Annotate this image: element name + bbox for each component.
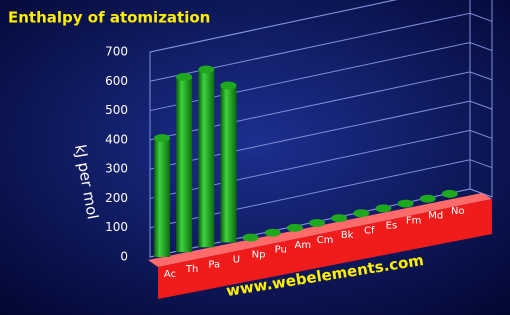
bar xyxy=(176,73,193,253)
x-tick-label: Md xyxy=(428,211,443,222)
grid-line xyxy=(149,0,398,53)
bar-top xyxy=(286,223,303,232)
bar-top xyxy=(309,219,325,227)
bar-top xyxy=(154,134,170,143)
x-tick-label: Am xyxy=(295,240,312,251)
bar-top xyxy=(397,199,414,208)
floor-front xyxy=(158,199,492,299)
bar-top xyxy=(331,214,348,223)
bar-top xyxy=(375,204,392,213)
bar xyxy=(441,189,458,198)
grid-line xyxy=(149,100,493,170)
grid-line xyxy=(149,159,493,229)
x-tick-label: Np xyxy=(252,250,266,261)
x-tick-label: Pa xyxy=(208,259,220,270)
grid-line xyxy=(149,129,493,199)
bar-top xyxy=(176,73,193,82)
bar-top xyxy=(441,189,458,198)
x-tick-label: Th xyxy=(185,264,198,275)
bar-body xyxy=(176,77,193,253)
bar xyxy=(353,209,370,218)
x-tick-label: Pu xyxy=(275,245,287,256)
bar xyxy=(375,204,392,213)
bar-top xyxy=(220,81,237,90)
x-tick-label: Fm xyxy=(406,216,422,227)
y-tick-label: 400 xyxy=(105,132,128,146)
bar xyxy=(286,223,303,232)
y-tick-label: 700 xyxy=(105,45,128,59)
bar xyxy=(220,81,237,243)
x-tick-label: Bk xyxy=(341,230,354,241)
x-tick-label: Cf xyxy=(364,225,375,236)
bar xyxy=(154,134,170,257)
bar xyxy=(419,194,436,203)
bar-body xyxy=(154,138,170,257)
y-tick-label: 100 xyxy=(105,220,128,234)
x-tick-label: Es xyxy=(386,220,398,231)
y-tick-label: 600 xyxy=(105,74,128,88)
bar xyxy=(242,233,259,242)
floor-top xyxy=(148,193,492,267)
bar-top xyxy=(242,233,259,242)
y-tick-label: 200 xyxy=(105,191,128,205)
bar-top xyxy=(264,228,281,237)
grid-line xyxy=(149,12,493,82)
bar xyxy=(331,214,348,223)
chart-title: Enthalpy of atomization xyxy=(8,9,210,27)
plot: 0 100 200 300 400 500 600 700 Ac Th Pa U Np Pu Am Cm Bk C… xyxy=(105,0,493,300)
y-tick-label: 300 xyxy=(105,162,128,176)
bar xyxy=(264,228,281,237)
grid-line xyxy=(149,42,493,112)
x-tick-label: Ac xyxy=(164,269,176,280)
bar-body xyxy=(198,69,215,248)
x-tick-label: U xyxy=(233,254,240,265)
bar-top xyxy=(198,65,215,74)
bar xyxy=(198,65,215,248)
bar xyxy=(397,199,414,208)
bar-top xyxy=(419,194,436,203)
grid-line xyxy=(149,188,493,258)
bar-body xyxy=(220,85,237,243)
bar-top xyxy=(353,209,370,218)
y-tick-label: 0 xyxy=(120,250,128,264)
x-tick-label: Cm xyxy=(317,235,334,246)
bar xyxy=(309,219,325,227)
y-tick-label: 500 xyxy=(105,103,128,117)
grid-line xyxy=(149,71,493,141)
x-tick-label: No xyxy=(451,206,465,217)
